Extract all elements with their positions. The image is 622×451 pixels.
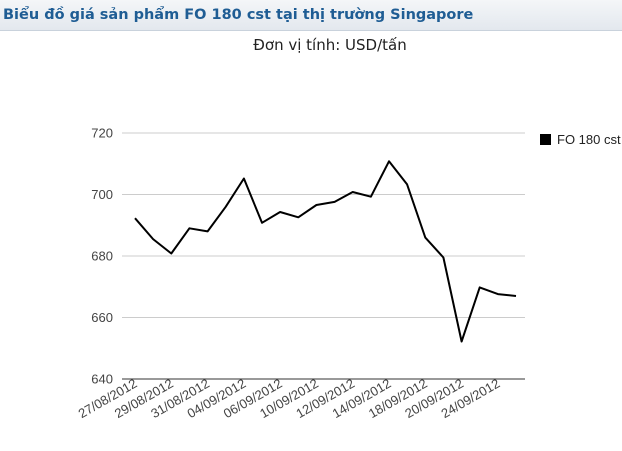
series-line-fo-180-cst bbox=[134, 160, 517, 343]
y-tick-label: 680 bbox=[91, 249, 113, 264]
y-tick-label: 640 bbox=[91, 372, 113, 387]
y-tick-label: 720 bbox=[91, 126, 113, 141]
legend: FO 180 cst bbox=[540, 132, 621, 147]
legend-label: FO 180 cst bbox=[557, 132, 621, 147]
y-tick-label: 660 bbox=[91, 310, 113, 325]
unit-subtitle: Đơn vị tính: USD/tấn bbox=[253, 36, 407, 54]
chart-title: Biểu đồ giá sản phẩm FO 180 cst tại thị … bbox=[3, 7, 474, 23]
y-axis-ticks: 640 660 680 700 720 bbox=[91, 126, 113, 387]
y-tick-label: 700 bbox=[91, 187, 113, 202]
x-axis-ticks: 27/08/201229/08/201231/08/201204/09/2012… bbox=[76, 376, 503, 422]
chart-header-bar: Biểu đồ giá sản phẩm FO 180 cst tại thị … bbox=[0, 0, 622, 31]
legend-swatch bbox=[540, 134, 551, 145]
grid-lines bbox=[122, 132, 525, 380]
series-lines bbox=[134, 160, 517, 343]
